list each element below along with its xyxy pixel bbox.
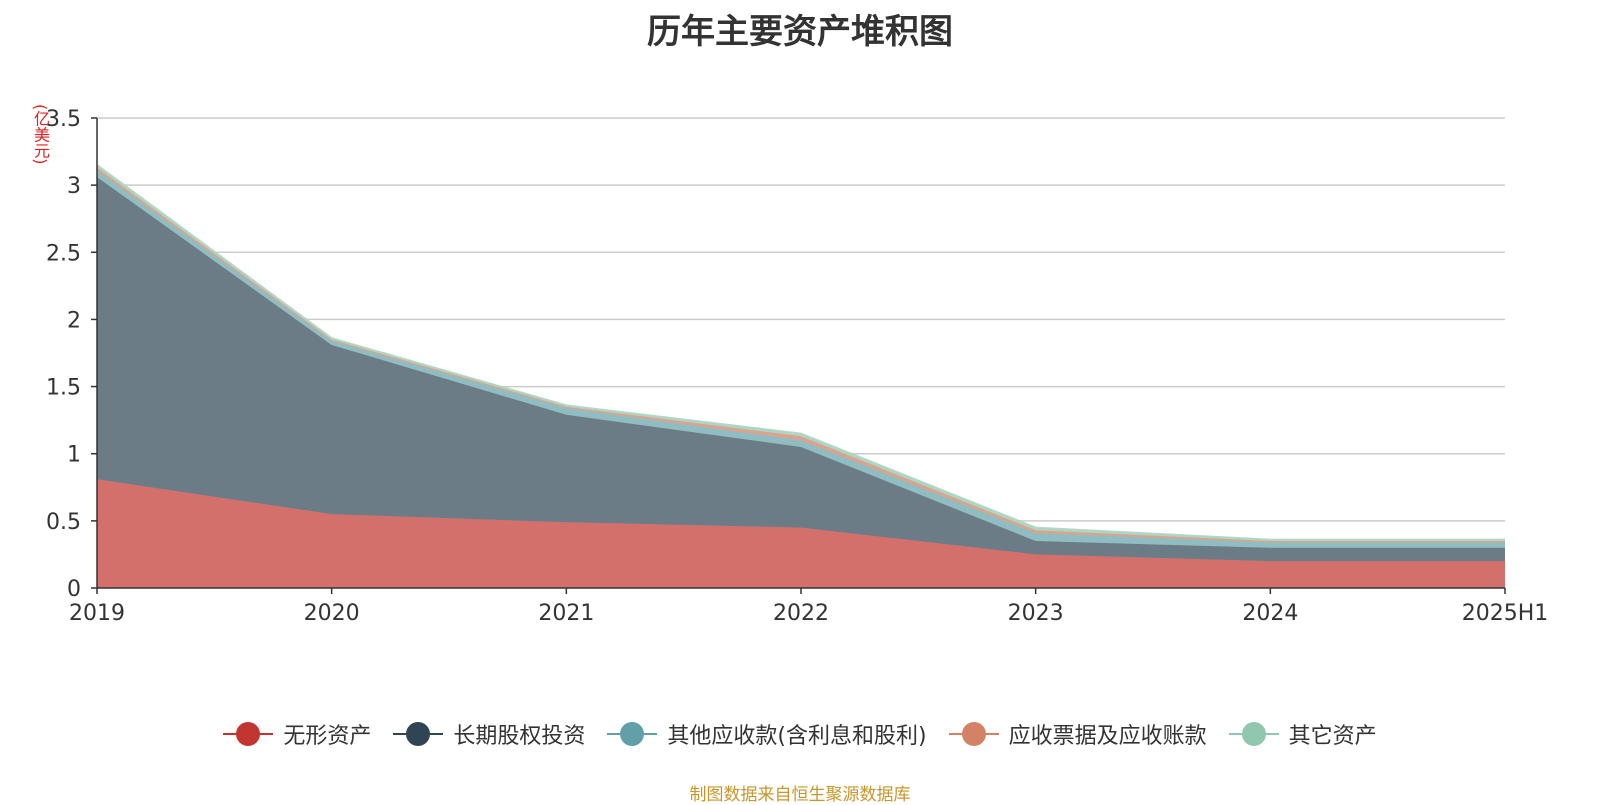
legend-marker-icon (607, 722, 658, 746)
x-tick-label: 2019 (69, 601, 125, 626)
x-tick-label: 2025H1 (1462, 601, 1549, 626)
chart-title: 历年主要资产堆积图 (647, 12, 953, 52)
y-tick-label: 3 (67, 174, 81, 199)
y-tick-label: 0.5 (46, 510, 81, 535)
legend-label: 应收票据及应收账款 (1008, 724, 1207, 749)
y-tick-label: 2.5 (46, 241, 81, 266)
area-series-0 (97, 479, 1505, 588)
legend-label: 无形资产 (283, 724, 372, 749)
series-line-4 (96, 164, 1505, 541)
legend-label: 其他应收款(含利息和股利) (667, 724, 927, 749)
legend-marker-icon (393, 722, 444, 746)
y-tick-label: 0 (67, 577, 81, 602)
area-series-4 (97, 165, 1505, 541)
data-source-note: 制图数据来自恒生聚源数据库 (689, 785, 911, 805)
legend-item[interactable]: 其他应收款(含利息和股利) (607, 718, 927, 750)
legend-marker-icon (948, 722, 999, 746)
y-axis-unit-label: (亿美元) (31, 104, 50, 165)
y-tick-label: 2 (67, 308, 81, 333)
legend-item[interactable]: 长期股权投资 (393, 718, 585, 750)
legend-item[interactable]: 无形资产 (223, 718, 371, 750)
legend-item[interactable]: 其它资产 (1228, 718, 1377, 750)
x-tick-label: 2023 (1008, 601, 1064, 626)
y-tick-label: 1.5 (46, 376, 81, 401)
x-tick-label: 2022 (773, 601, 829, 626)
x-tick-label: 2021 (538, 601, 594, 626)
legend: 无形资产 长期股权投资 其他应收款(含利息和股利) 应收票据及应收账款 其它资产 (0, 718, 1600, 750)
y-tick-label: 3.5 (46, 107, 81, 132)
x-tick-label: 2024 (1242, 601, 1298, 626)
legend-marker-icon (1228, 722, 1279, 746)
legend-label: 其它资产 (1288, 724, 1377, 749)
x-tick-label: 2020 (304, 601, 360, 626)
y-tick-label: 1 (67, 443, 81, 468)
legend-label: 长期股权投资 (453, 724, 586, 749)
area-series-1 (97, 177, 1505, 562)
legend-marker-icon (223, 722, 274, 746)
legend-item[interactable]: 应收票据及应收账款 (948, 718, 1207, 750)
